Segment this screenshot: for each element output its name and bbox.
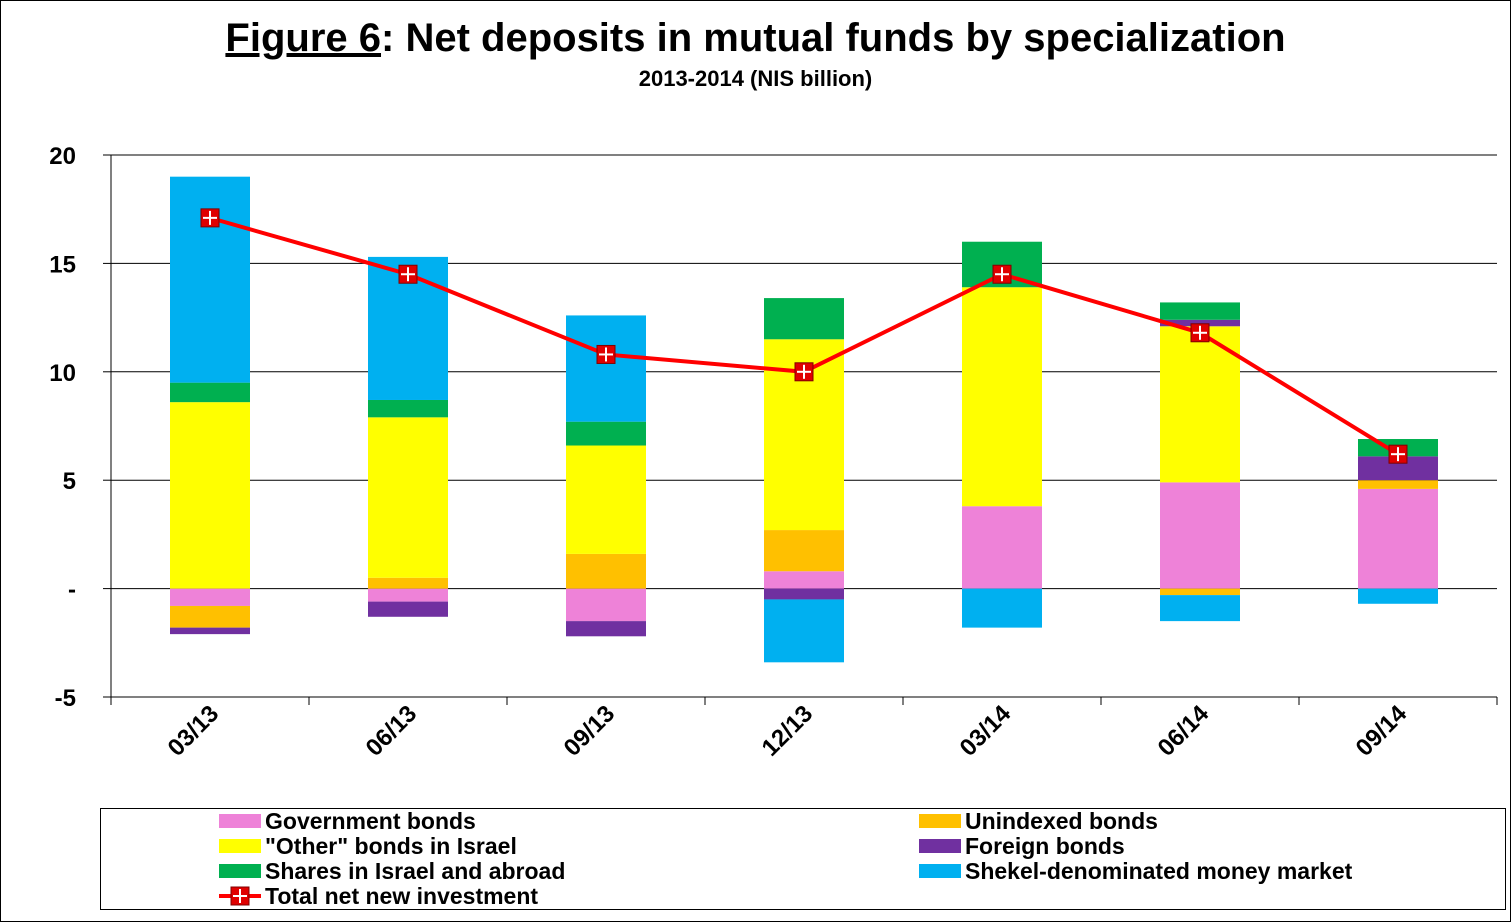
legend-line-marker: [219, 884, 261, 908]
total-marker: [398, 264, 418, 284]
axes: [103, 154, 1498, 705]
bars: [170, 176, 1438, 663]
bar-segment-5: [368, 399, 448, 418]
x-tick-label: 12/13: [757, 700, 819, 762]
bar-segment-1: [962, 506, 1042, 589]
y-tick-label: 20: [49, 143, 76, 170]
total-marker: [596, 344, 616, 364]
bar-segment-1: [368, 588, 448, 602]
x-tick-label: 06/13: [361, 700, 423, 762]
bar-segment-2: [1358, 480, 1438, 489]
bar-segment-4: [170, 627, 250, 635]
bar-segment-4: [764, 588, 844, 600]
total-line: [200, 208, 1408, 464]
legend-item: Shekel-denominated money market: [919, 857, 1353, 884]
bar-segment-4: [566, 621, 646, 637]
bar-segment-3: [566, 445, 646, 554]
y-tick-label: 10: [49, 360, 76, 387]
bar-segment-2: [368, 577, 448, 589]
bar-segment-1: [1358, 488, 1438, 589]
x-tick-labels: 03/13 06/13 09/13 12/13 03/14 06/14 09/14: [163, 700, 1413, 762]
x-tick-label: 03/13: [163, 700, 225, 762]
bar-segment-2: [566, 553, 646, 589]
y-tick-label: 15: [49, 251, 76, 278]
bar-segment-5: [566, 421, 646, 446]
total-marker: [1388, 444, 1408, 464]
bar-segment-1: [566, 588, 646, 622]
y-tick-label: -: [68, 577, 76, 604]
legend-item: Government bonds: [219, 807, 476, 834]
bar-segment-3: [170, 402, 250, 589]
legend: Government bonds Unindexed bonds "Other" b…: [100, 808, 1506, 910]
x-tick-label: 09/14: [1351, 700, 1413, 762]
legend-item: "Other" bonds in Israel: [219, 832, 517, 859]
legend-swatch: [919, 839, 961, 853]
bar-segment-6: [566, 315, 646, 422]
legend-label: Shares in Israel and abroad: [265, 857, 566, 884]
legend-item: Foreign bonds: [919, 832, 1125, 859]
chart-title: Figure 6: Net deposits in mutual funds b…: [0, 16, 1511, 61]
bar-segment-5: [764, 298, 844, 340]
legend-label: Foreign bonds: [965, 832, 1125, 859]
bar-segment-1: [1160, 482, 1240, 589]
bar-segment-3: [1160, 326, 1240, 483]
bar-segment-1: [170, 588, 250, 606]
total-marker: [200, 208, 220, 228]
legend-swatch: [919, 814, 961, 828]
bar-segment-6: [1358, 588, 1438, 604]
bar-segment-6: [1160, 595, 1240, 622]
figure-number: Figure 6: [225, 16, 382, 60]
legend-label: Total net new investment: [265, 882, 539, 909]
bar-segment-2: [764, 530, 844, 572]
bar-segment-4: [1358, 456, 1438, 481]
x-tick-label: 09/13: [559, 700, 621, 762]
y-tick-label: 5: [63, 468, 76, 495]
legend-label: "Other" bonds in Israel: [265, 832, 517, 859]
legend-label: Unindexed bonds: [965, 807, 1158, 834]
bar-segment-6: [764, 599, 844, 663]
legend-swatch: [219, 864, 261, 878]
chart-subtitle: 2013-2014 (NIS billion): [638, 66, 873, 91]
legend-label: Shekel-denominated money market: [965, 857, 1353, 884]
legend-swatch: [219, 814, 261, 828]
total-marker: [1190, 323, 1210, 343]
bar-segment-4: [1160, 319, 1240, 327]
bar-segment-3: [368, 417, 448, 578]
bar-segment-5: [170, 382, 250, 403]
bar-segment-5: [1160, 302, 1240, 320]
bar-segment-3: [962, 287, 1042, 507]
bar-segment-6: [170, 176, 250, 383]
x-tick-label: 03/14: [955, 700, 1017, 762]
x-tick-label: 06/14: [1153, 700, 1215, 762]
bar-segment-6: [962, 588, 1042, 628]
total-marker: [992, 264, 1012, 284]
legend-item: Unindexed bonds: [919, 807, 1158, 834]
legend-item-total: Total net new investment: [219, 882, 539, 909]
bar-segment-4: [368, 601, 448, 617]
legend-label: Government bonds: [265, 807, 476, 834]
legend-swatch: [919, 864, 961, 878]
y-tick-label: -5: [55, 685, 76, 712]
total-marker: [794, 362, 814, 382]
legend-item: Shares in Israel and abroad: [219, 857, 566, 884]
legend-swatch: [219, 839, 261, 853]
title-text: : Net deposits in mutual funds by specia…: [381, 16, 1286, 60]
bar-segment-1: [764, 571, 844, 589]
bar-segment-2: [1160, 588, 1240, 596]
bar-segment-2: [170, 605, 250, 628]
